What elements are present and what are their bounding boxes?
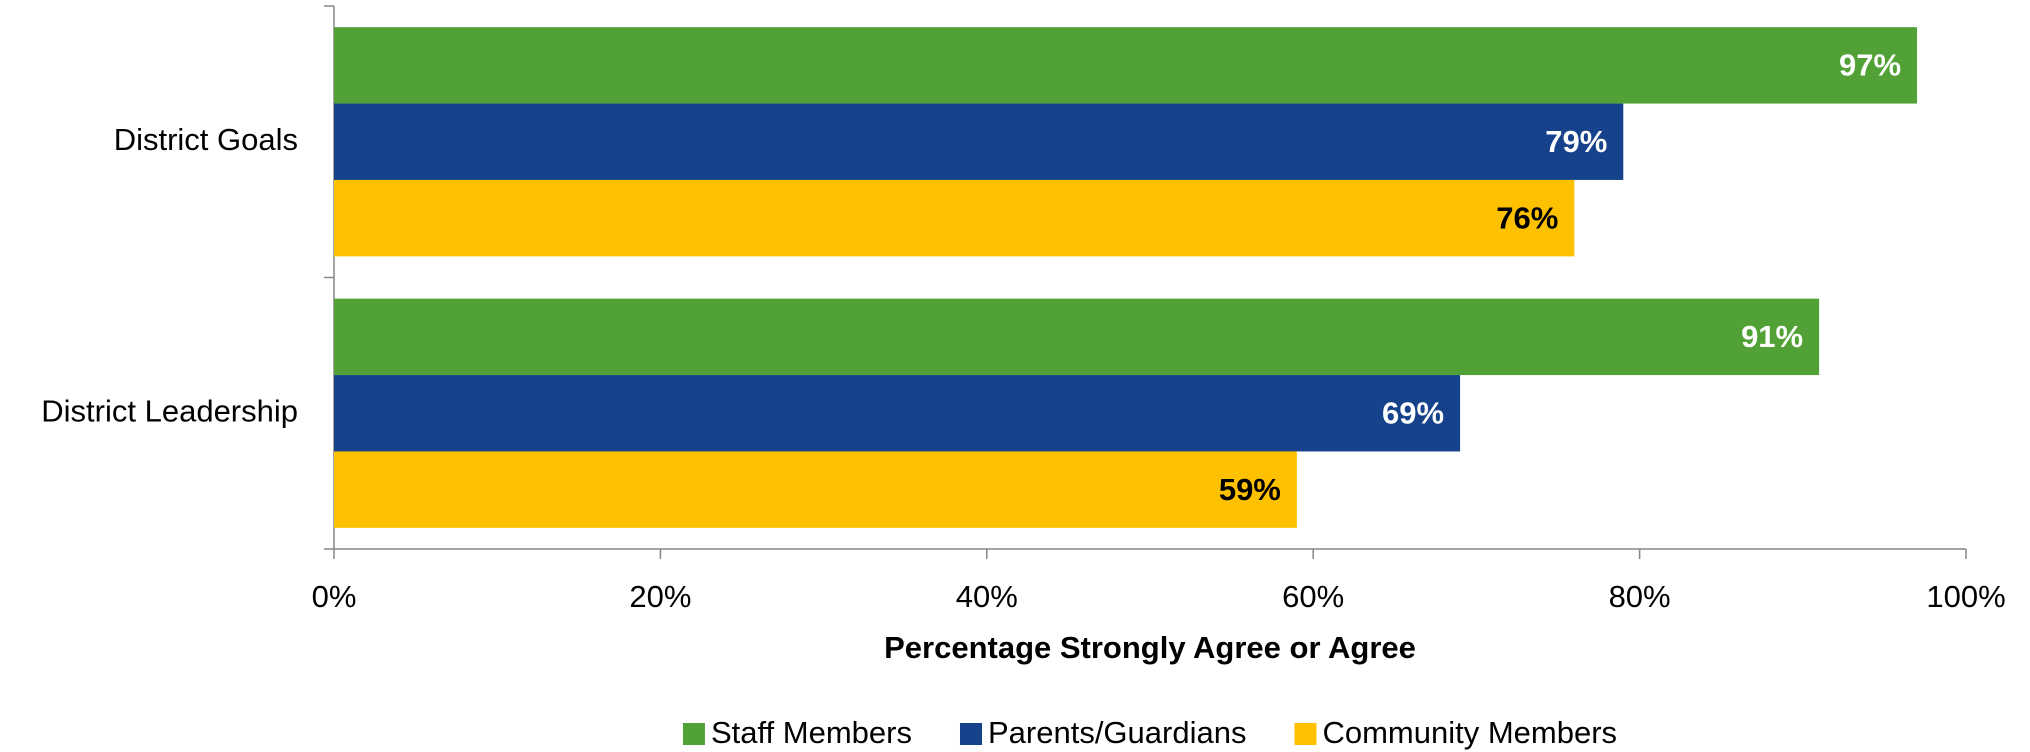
x-tick-label: 80% (1609, 579, 1671, 614)
legend-label: Staff Members (711, 715, 912, 750)
data-label: 91% (1741, 319, 1803, 354)
legend-label: Community Members (1322, 715, 1617, 750)
x-axis-title: Percentage Strongly Agree or Agree (884, 630, 1416, 665)
x-tick-label: 60% (1282, 579, 1344, 614)
bar (334, 298, 1820, 376)
data-label: 76% (1496, 200, 1558, 235)
x-tick-label: 0% (312, 579, 357, 614)
data-label: 97% (1839, 48, 1901, 83)
x-tick-label: 40% (956, 579, 1018, 614)
data-label: 69% (1382, 395, 1444, 430)
legend-swatch (1294, 723, 1317, 745)
bar (334, 179, 1575, 257)
bar (334, 103, 1624, 180)
y-tick-label: District Goals (114, 122, 298, 157)
legend-label: Parents/Guardians (988, 715, 1246, 750)
bar (334, 451, 1297, 528)
legend-swatch (959, 723, 982, 745)
x-tick-label: 100% (1926, 579, 2005, 614)
data-label: 79% (1545, 124, 1607, 159)
x-tick-label: 20% (629, 579, 691, 614)
legend-swatch (682, 723, 705, 745)
data-label: 59% (1219, 472, 1281, 507)
bar (334, 375, 1461, 452)
bar (334, 27, 1918, 104)
y-tick-label: District Leadership (41, 393, 298, 428)
